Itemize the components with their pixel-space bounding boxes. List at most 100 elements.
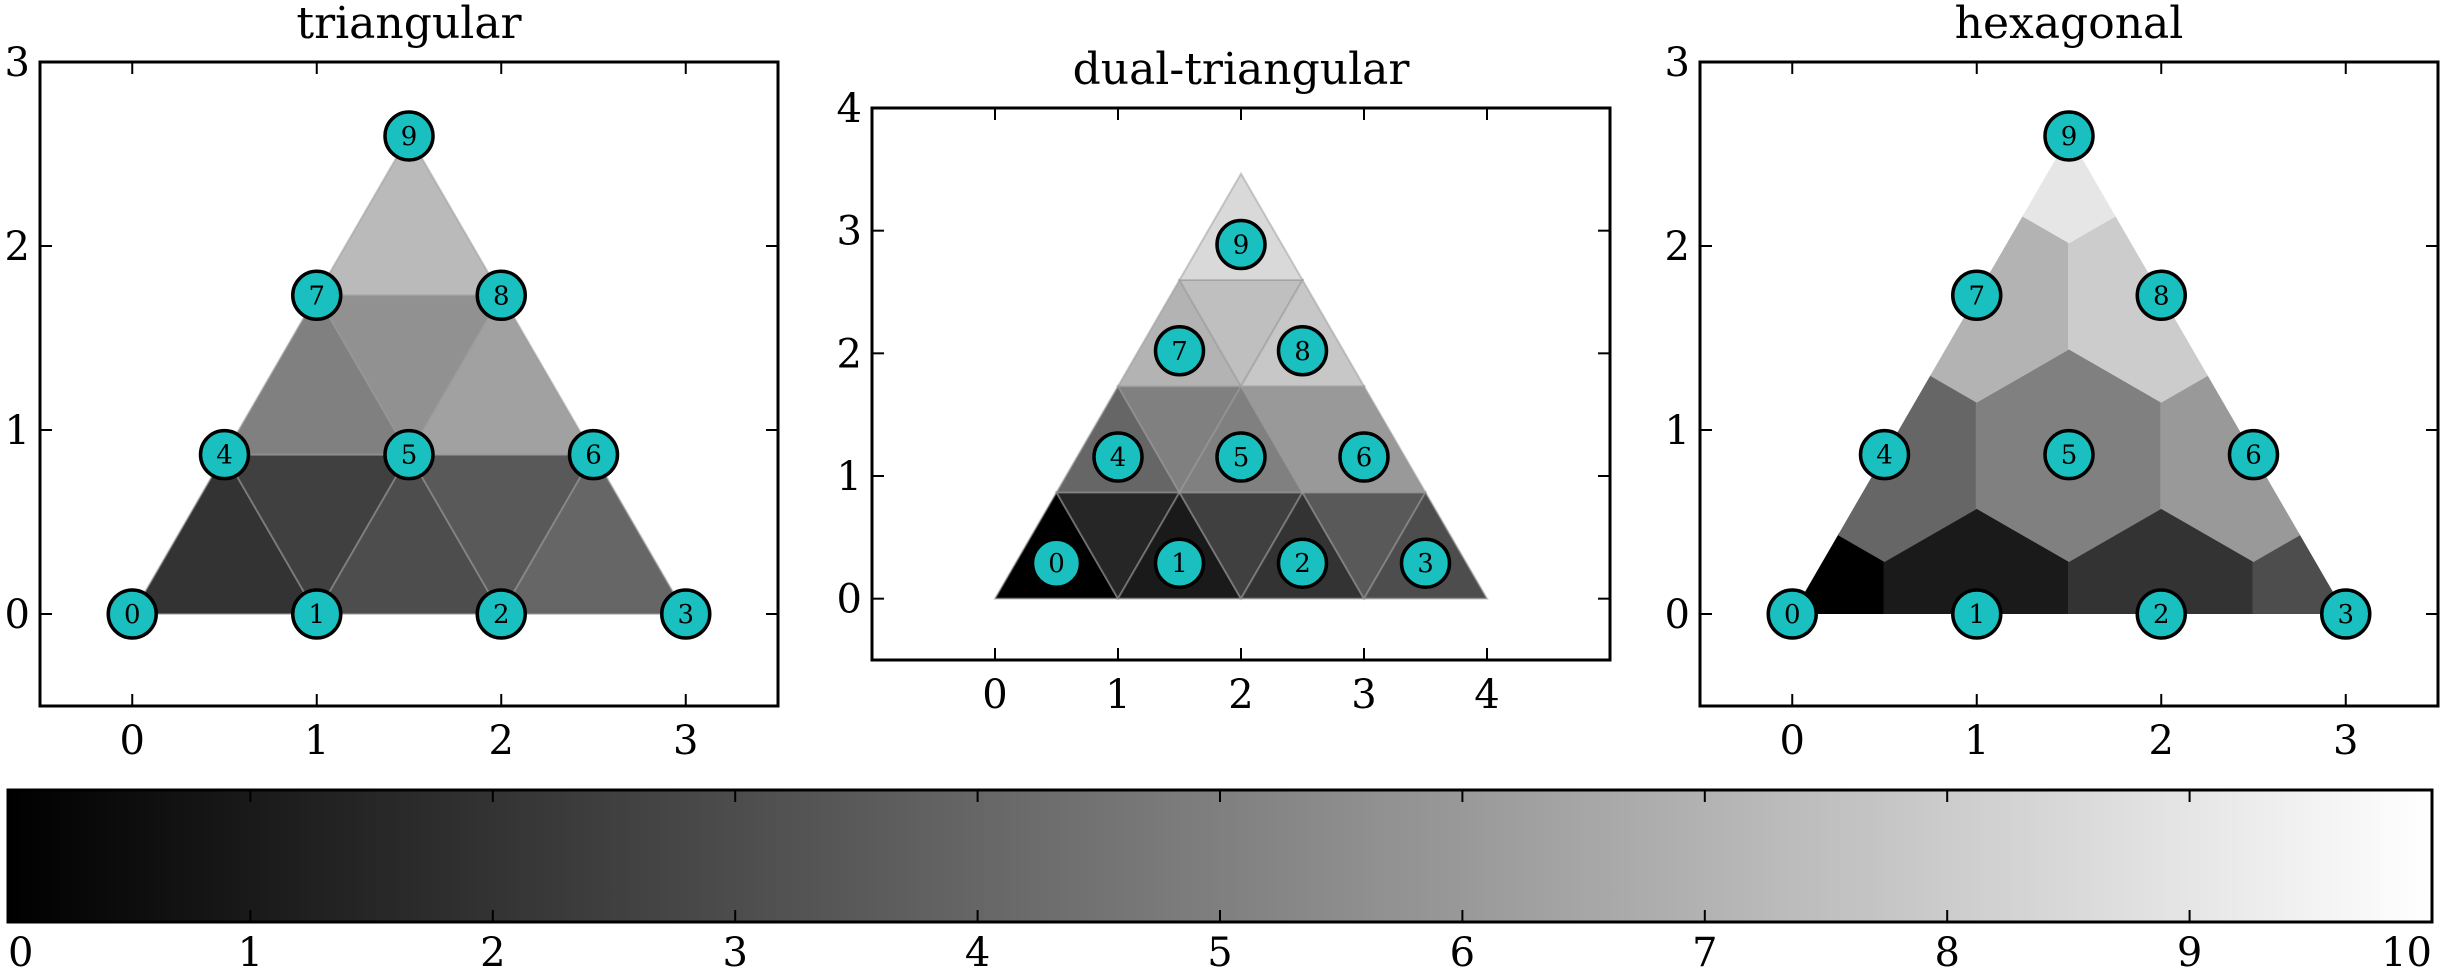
y-tick-label: 3 <box>5 40 30 86</box>
node-label: 1 <box>1968 600 1985 630</box>
node-marker: 8 <box>1276 325 1329 377</box>
node-circle <box>1215 218 1267 271</box>
heat-cell <box>1792 506 1886 614</box>
node-circle <box>1951 588 2003 640</box>
node-label: 4 <box>216 441 233 471</box>
node-marker: 4 <box>1858 428 1911 481</box>
node-label: 8 <box>1294 337 1311 367</box>
node-label: 5 <box>401 441 418 471</box>
node-marker: 4 <box>198 428 251 481</box>
node-label: 3 <box>1417 549 1434 579</box>
node-marker: 9 <box>1215 218 1267 271</box>
node-label: 7 <box>1968 281 1985 311</box>
node-circle <box>1153 537 1206 589</box>
node-circle <box>2227 428 2280 481</box>
node-marker: 2 <box>475 588 527 640</box>
node-circle <box>291 269 343 322</box>
panel-dual-triangular: dual-triangular 0 1 2 3 4 5 6 7 8 9 0 1 2 3 4 0 1 2 3 4 <box>837 44 1612 718</box>
node-marker: 2 <box>2135 588 2187 640</box>
node-marker: 2 <box>1276 537 1329 589</box>
colorbar-tick-label: 2 <box>480 930 505 976</box>
x-tick-label: 1 <box>1105 672 1130 718</box>
axis-ticks: 0 1 2 3 0 1 2 3 <box>1665 40 2438 764</box>
node-label: 2 <box>1294 549 1311 579</box>
y-tick-label: 2 <box>1665 224 1690 270</box>
node-label: 0 <box>1048 549 1065 579</box>
node-marker: 3 <box>2320 588 2372 640</box>
node-circle <box>660 588 712 640</box>
panel-title: hexagonal <box>1955 0 2184 49</box>
x-tick-label: 3 <box>2333 718 2358 764</box>
colorbar-tick-label: 6 <box>1450 930 1475 976</box>
nodes-layer: 0 1 2 3 4 5 6 7 8 9 <box>1030 218 1452 589</box>
colorbar: 0 1 2 3 4 5 6 7 8 9 10 <box>6 788 2434 976</box>
node-circle <box>1399 537 1452 589</box>
node-circle <box>1276 325 1329 377</box>
node-marker: 8 <box>2135 269 2187 322</box>
node-circle <box>291 588 343 640</box>
node-circle <box>2135 588 2187 640</box>
node-marker: 1 <box>1951 588 2003 640</box>
panel-hexagonal: hexagonal 0 1 2 3 4 5 6 7 8 9 0 1 2 3 0 1 2 3 <box>1665 0 2440 764</box>
x-tick-label: 1 <box>1964 718 1989 764</box>
node-circle <box>106 588 158 640</box>
node-circle <box>1338 431 1390 483</box>
node-label: 9 <box>1233 231 1250 261</box>
plot-frame <box>38 60 780 708</box>
node-marker: 5 <box>383 428 435 481</box>
node-circle <box>383 428 435 481</box>
node-circle <box>2320 588 2372 640</box>
node-circle <box>1951 269 2003 322</box>
node-circle <box>1276 537 1329 589</box>
node-label: 8 <box>493 281 510 311</box>
x-tick-label: 2 <box>1228 672 1253 718</box>
node-label: 4 <box>1110 443 1127 473</box>
heat-cell <box>315 133 503 297</box>
node-label: 6 <box>585 441 602 471</box>
y-tick-label: 0 <box>1665 592 1690 638</box>
node-label: 3 <box>2337 600 2354 630</box>
heat-cell <box>2252 506 2346 614</box>
node-circle <box>1215 431 1267 483</box>
node-marker: 3 <box>660 588 712 640</box>
node-label: 1 <box>308 600 325 630</box>
plot-frame <box>1698 60 2440 708</box>
panel-title: triangular <box>296 0 522 49</box>
node-label: 7 <box>308 281 325 311</box>
nodes-layer: 0 1 2 3 4 5 6 7 8 9 <box>1766 110 2372 640</box>
node-label: 6 <box>1356 443 1373 473</box>
node-marker: 3 <box>1399 537 1452 589</box>
x-tick-label: 2 <box>2149 718 2174 764</box>
node-marker: 5 <box>2043 428 2095 481</box>
y-tick-label: 1 <box>5 408 30 454</box>
node-label: 5 <box>1233 443 1250 473</box>
y-tick-label: 2 <box>837 331 862 377</box>
y-tick-label: 0 <box>5 592 30 638</box>
node-marker: 6 <box>2227 428 2280 481</box>
node-circle <box>1092 431 1144 483</box>
axis-ticks: 0 1 2 3 0 1 2 3 <box>5 40 778 764</box>
node-marker: 1 <box>291 588 343 640</box>
node-marker: 7 <box>1951 269 2003 322</box>
colorbar-tick-label: 3 <box>722 930 747 976</box>
node-circle <box>1766 588 1818 640</box>
heat-cell <box>407 293 596 456</box>
node-circle <box>567 428 620 481</box>
x-tick-label: 1 <box>304 718 329 764</box>
node-marker: 5 <box>1215 431 1267 483</box>
node-circle <box>1153 325 1206 377</box>
node-label: 7 <box>1171 337 1188 367</box>
node-marker: 8 <box>475 269 527 322</box>
colorbar-tick-label: 0 <box>8 930 33 976</box>
node-label: 2 <box>493 600 510 630</box>
axis-ticks: 0 1 2 3 4 0 1 2 3 4 <box>837 86 1610 718</box>
node-circle <box>2135 269 2187 322</box>
nodes-layer: 0 1 2 3 4 5 6 7 8 9 <box>106 110 712 640</box>
node-label: 4 <box>1876 441 1893 471</box>
colorbar-tick-label: 8 <box>1934 930 1959 976</box>
heat-cell <box>499 452 688 615</box>
node-marker: 0 <box>1030 537 1083 589</box>
node-label: 6 <box>2245 441 2262 471</box>
node-marker: 4 <box>1092 431 1144 483</box>
y-tick-label: 1 <box>1665 408 1690 454</box>
